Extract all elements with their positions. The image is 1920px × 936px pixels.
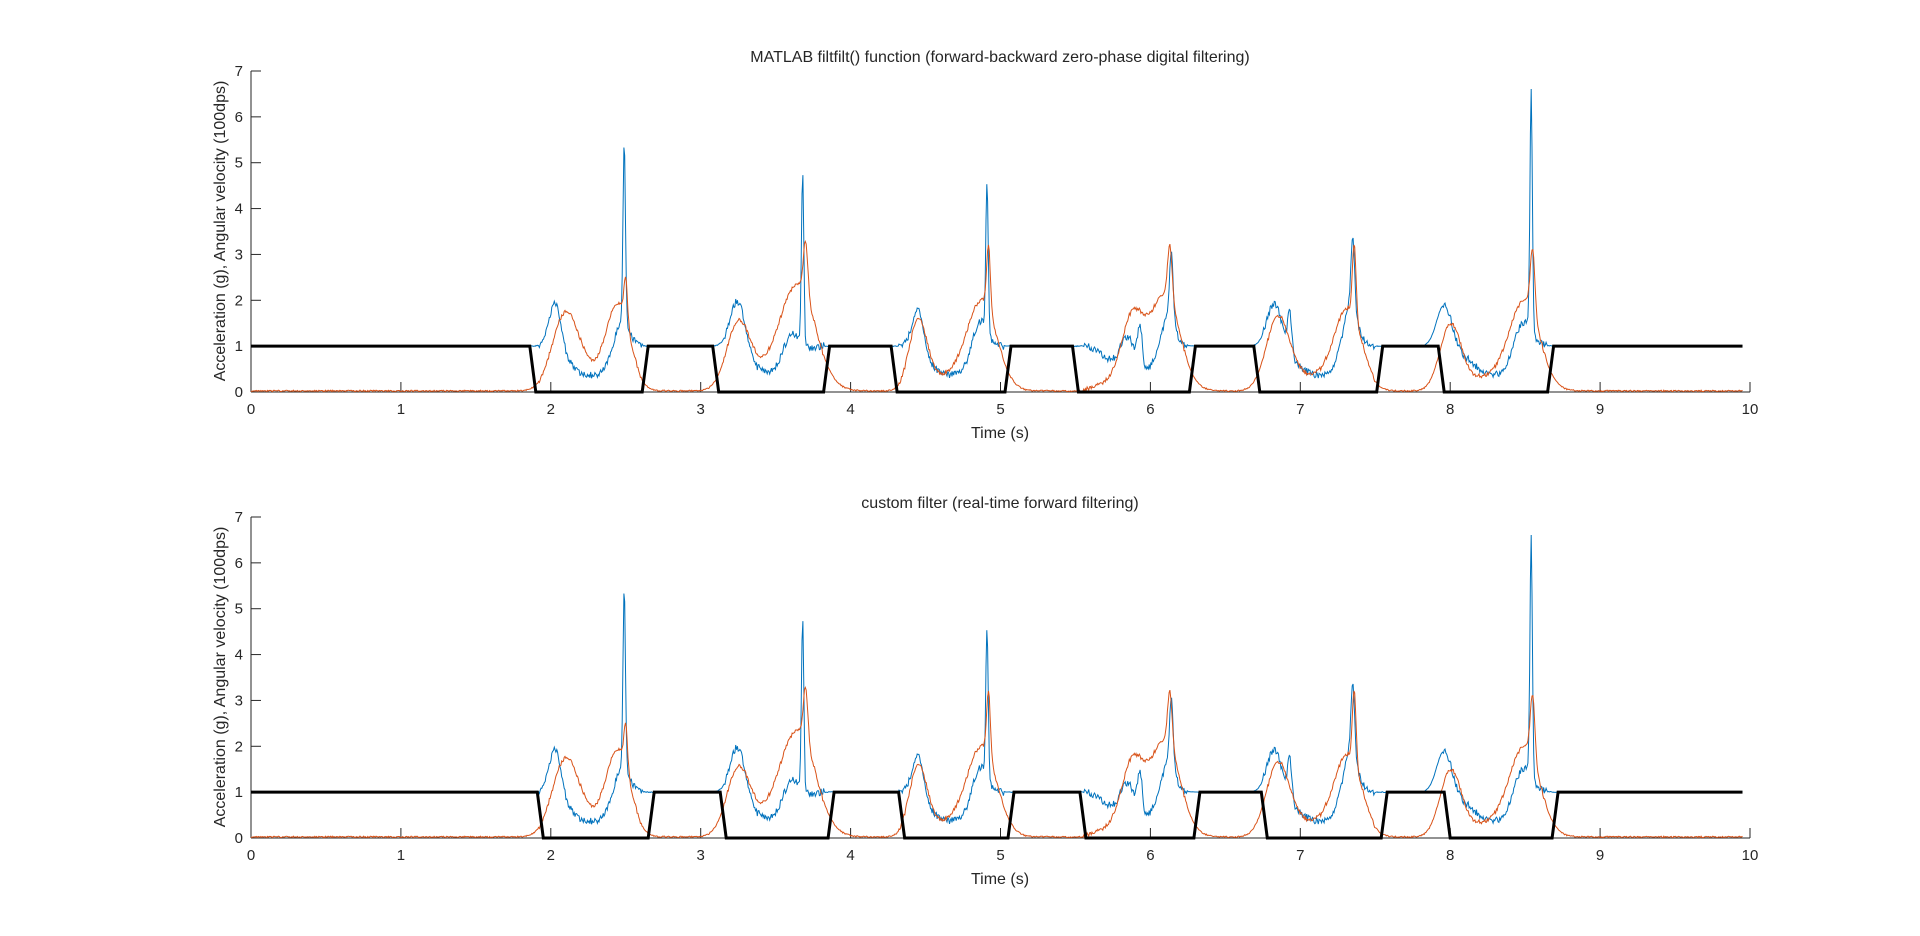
subplot-title: MATLAB filtfilt() function (forward-back… — [750, 49, 1249, 66]
plot-area: 0 1 2 3 4 5 6 7 8 9 10 0 1 2 3 4 5 6 7 — [235, 63, 1759, 418]
x-tick-label: 3 — [697, 847, 705, 864]
subplot-bottom: custom filter (real-time forward filteri… — [212, 495, 1758, 888]
y-tick-label: 6 — [235, 109, 243, 126]
x-tick-label: 0 — [247, 401, 255, 418]
x-axis-label: Time (s) — [971, 425, 1029, 442]
y-tick-label: 4 — [235, 201, 243, 218]
y-axis-label: Acceleration (g), Angular velocity (100d… — [212, 527, 229, 828]
y-tick-label: 0 — [235, 384, 243, 401]
y-tick-label: 2 — [235, 738, 243, 755]
subplot-top: MATLAB filtfilt() function (forward-back… — [212, 49, 1758, 442]
x-tick-label: 10 — [1742, 401, 1759, 418]
x-tick-label: 10 — [1742, 847, 1759, 864]
x-tick-label: 4 — [846, 401, 854, 418]
x-tick-label: 5 — [996, 847, 1004, 864]
x-tick-label: 6 — [1146, 847, 1154, 864]
series-state-step-line — [251, 344, 1743, 394]
x-tick-label: 7 — [1296, 401, 1304, 418]
series-state-step-line — [251, 790, 1743, 840]
subplot-title: custom filter (real-time forward filteri… — [861, 495, 1138, 512]
y-tick-label: 7 — [235, 63, 243, 80]
y-tick-label: 5 — [235, 155, 243, 172]
x-tick-label: 8 — [1446, 401, 1454, 418]
x-tick-label: 3 — [697, 401, 705, 418]
y-tick-label: 7 — [235, 509, 243, 526]
x-tick-label: 2 — [547, 401, 555, 418]
y-tick-label: 1 — [235, 338, 243, 355]
x-tick-label: 4 — [846, 847, 854, 864]
x-tick-label: 7 — [1296, 847, 1304, 864]
series-angular-velocity-line — [250, 240, 1743, 394]
x-tick-label: 1 — [397, 401, 405, 418]
y-tick-label: 2 — [235, 292, 243, 309]
x-tick-label: 6 — [1146, 401, 1154, 418]
series-angular-velocity-line — [250, 686, 1743, 840]
x-tick-label: 0 — [247, 847, 255, 864]
y-tick-label: 3 — [235, 246, 243, 263]
y-tick-label: 3 — [235, 692, 243, 709]
x-tick-label: 5 — [996, 401, 1004, 418]
y-tick-label: 4 — [235, 647, 243, 664]
y-tick-label: 6 — [235, 555, 243, 572]
y-tick-label: 0 — [235, 830, 243, 847]
y-tick-label: 1 — [235, 784, 243, 801]
x-tick-label: 9 — [1596, 401, 1604, 418]
plot-area: 0 1 2 3 4 5 6 7 8 9 10 0 1 2 3 4 5 6 7 — [235, 509, 1759, 864]
x-tick-label: 9 — [1596, 847, 1604, 864]
y-axis-label: Acceleration (g), Angular velocity (100d… — [212, 81, 229, 382]
y-tick-label: 5 — [235, 601, 243, 618]
x-axis-label: Time (s) — [971, 871, 1029, 888]
x-tick-label: 1 — [397, 847, 405, 864]
x-tick-label: 2 — [547, 847, 555, 864]
x-tick-label: 8 — [1446, 847, 1454, 864]
